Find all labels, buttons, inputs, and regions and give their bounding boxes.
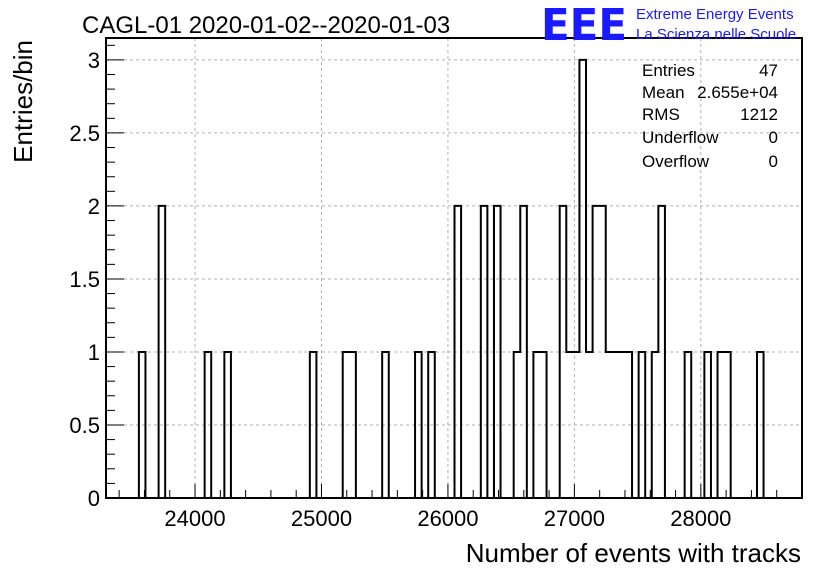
y-tick-label: 1.5 — [69, 267, 100, 292]
stats-underflow-value: 0 — [769, 128, 778, 147]
histogram-step-line — [137, 58, 765, 498]
stats-overflow-value: 0 — [769, 152, 778, 171]
stats-rms-value: 1212 — [740, 105, 778, 124]
x-tick-label: 25000 — [291, 506, 352, 531]
stats-box: Entries 47 Mean 2.655e+04 RMS 1212 Under… — [642, 61, 778, 171]
stats-entries-label: Entries — [642, 61, 695, 80]
y-tick-label: 3 — [88, 48, 100, 73]
stats-mean-value: 2.655e+04 — [697, 83, 778, 102]
x-axis-label: Number of events with tracks — [466, 538, 801, 568]
y-tick-label: 1 — [88, 340, 100, 365]
y-tick-label: 0 — [88, 486, 100, 511]
x-tick-label: 27000 — [544, 506, 605, 531]
y-axis-label: Entries/bin — [8, 40, 38, 163]
x-tick-label: 28000 — [670, 506, 731, 531]
x-tick-label: 24000 — [164, 506, 225, 531]
logo-mark: EEE — [541, 0, 627, 51]
stats-underflow-label: Underflow — [642, 128, 719, 147]
stats-mean-label: Mean — [642, 83, 685, 102]
chart-title: CAGL-01 2020-01-02--2020-01-03 — [82, 12, 450, 39]
x-axis-ticks: 24000 25000 26000 27000 28000 — [118, 484, 803, 531]
y-tick-label: 2 — [88, 194, 100, 219]
logo-line-1: Extreme Energy Events — [636, 6, 794, 23]
plot-frame — [105, 37, 803, 499]
y-axis-ticks: 0 0.5 1 1.5 2 2.5 3 — [69, 44, 124, 511]
logo-line-2: La Scienza nelle Scuole — [636, 26, 796, 43]
stats-entries-value: 47 — [759, 61, 778, 80]
stats-overflow-label: Overflow — [642, 152, 710, 171]
logo: EEE Extreme Energy Events La Scienza nel… — [541, 0, 796, 51]
y-tick-label: 0.5 — [69, 413, 100, 438]
x-tick-label: 26000 — [417, 506, 478, 531]
stats-rms-label: RMS — [642, 105, 680, 124]
y-tick-label: 2.5 — [69, 121, 100, 146]
